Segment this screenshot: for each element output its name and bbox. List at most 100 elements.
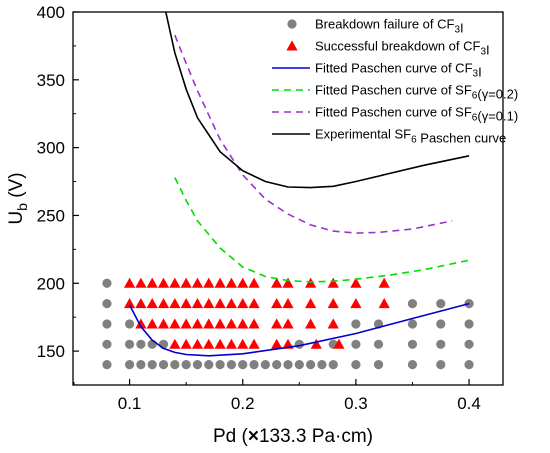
point-failure xyxy=(158,360,169,370)
point-failure xyxy=(407,319,418,329)
point-failure xyxy=(136,360,146,370)
point-failure xyxy=(170,360,180,370)
series-success xyxy=(123,277,390,349)
point-failure xyxy=(351,339,361,349)
legend-label: Experimental SF6 Paschen curve xyxy=(315,127,506,146)
point-success xyxy=(225,338,238,349)
point-success xyxy=(282,277,294,288)
series-layer xyxy=(102,12,474,370)
point-failure xyxy=(272,360,282,370)
point-failure xyxy=(373,339,384,349)
line-exp_sf6 xyxy=(165,12,470,189)
y-tick-label: 200 xyxy=(37,274,65,293)
point-success xyxy=(214,298,226,309)
point-success xyxy=(282,298,294,309)
point-failure xyxy=(464,319,474,329)
point-success xyxy=(271,338,283,349)
point-success xyxy=(191,298,204,309)
point-success xyxy=(146,298,158,309)
y-tick-label: 150 xyxy=(37,342,65,361)
line-fit_cf3i xyxy=(128,302,470,357)
legend-entry-fit_cf3i: Fitted Paschen curve of CF3I xyxy=(272,61,482,80)
point-failure xyxy=(436,299,446,309)
point-success xyxy=(327,318,339,329)
y-tick-label: 400 xyxy=(37,3,65,22)
series-fit_sf6_01 xyxy=(174,34,453,234)
point-success xyxy=(214,277,226,288)
point-success xyxy=(180,277,192,288)
point-success xyxy=(225,318,238,329)
point-success xyxy=(203,298,215,309)
y-tick-label: 300 xyxy=(37,139,65,158)
point-failure xyxy=(436,319,446,329)
point-success xyxy=(214,338,226,349)
point-success xyxy=(191,277,204,288)
point-failure xyxy=(102,319,112,329)
line-fit_sf6_02 xyxy=(174,177,470,283)
point-success xyxy=(203,338,215,349)
point-success xyxy=(180,298,192,309)
point-failure xyxy=(294,360,304,370)
point-success xyxy=(248,277,260,288)
legend-label: Fitted Paschen curve of CF3I xyxy=(315,61,482,80)
point-success xyxy=(305,298,317,309)
x-tick-label: 0.1 xyxy=(118,394,142,413)
legend-entry-fit_sf6_01: Fitted Paschen curve of SF6(γ=0.1) xyxy=(272,105,518,124)
legend-marker xyxy=(287,19,297,29)
point-success xyxy=(305,277,317,288)
point-failure xyxy=(147,360,157,370)
point-failure xyxy=(283,360,293,370)
point-success xyxy=(350,277,362,288)
x-tick-label: 0.3 xyxy=(344,394,368,413)
point-success xyxy=(350,298,362,309)
point-success xyxy=(248,298,260,309)
legend-label: Fitted Paschen curve of SF6(γ=0.1) xyxy=(315,105,518,124)
point-failure xyxy=(373,360,384,370)
point-success xyxy=(214,318,226,329)
series-fit_cf3i xyxy=(128,302,470,357)
point-success xyxy=(169,338,181,349)
point-success xyxy=(310,338,322,349)
point-failure xyxy=(351,319,361,329)
point-success xyxy=(237,318,249,329)
point-failure xyxy=(407,360,418,370)
point-failure xyxy=(136,339,146,349)
point-failure xyxy=(102,339,112,349)
x-axis-label: Pd (×133.3 Pa·cm) xyxy=(213,426,373,447)
point-success xyxy=(282,318,294,329)
x-tick-label: 0.4 xyxy=(457,394,481,413)
point-success xyxy=(203,318,215,329)
point-success xyxy=(180,318,192,329)
point-success xyxy=(271,298,283,309)
point-success xyxy=(123,277,136,288)
y-axis-label: Ub (V) xyxy=(6,172,30,224)
series-failure xyxy=(102,278,474,370)
y-tick-label: 350 xyxy=(37,71,65,90)
point-success xyxy=(157,298,170,309)
point-failure xyxy=(192,360,203,370)
point-success xyxy=(191,338,204,349)
point-failure xyxy=(317,360,327,370)
line-fit_sf6_01 xyxy=(174,34,453,234)
x-tick-label: 0.2 xyxy=(231,394,255,413)
legend-marker xyxy=(286,40,298,51)
point-failure xyxy=(102,299,112,309)
point-failure xyxy=(124,360,135,370)
series-fit_sf6_02 xyxy=(174,177,470,283)
point-success xyxy=(327,277,339,288)
point-failure xyxy=(407,339,418,349)
point-failure xyxy=(464,360,474,370)
point-failure xyxy=(238,360,248,370)
point-failure xyxy=(215,360,225,370)
point-success xyxy=(146,277,158,288)
point-success xyxy=(180,338,192,349)
legend-entry-failure: Breakdown failure of CF3I xyxy=(287,17,464,36)
point-success xyxy=(271,277,283,288)
point-failure xyxy=(306,360,316,370)
point-failure xyxy=(436,339,446,349)
point-failure xyxy=(181,360,191,370)
point-success xyxy=(169,298,181,309)
point-success xyxy=(135,318,147,329)
point-failure xyxy=(260,360,270,370)
legend-entry-exp_sf6: Experimental SF6 Paschen curve xyxy=(272,127,506,146)
